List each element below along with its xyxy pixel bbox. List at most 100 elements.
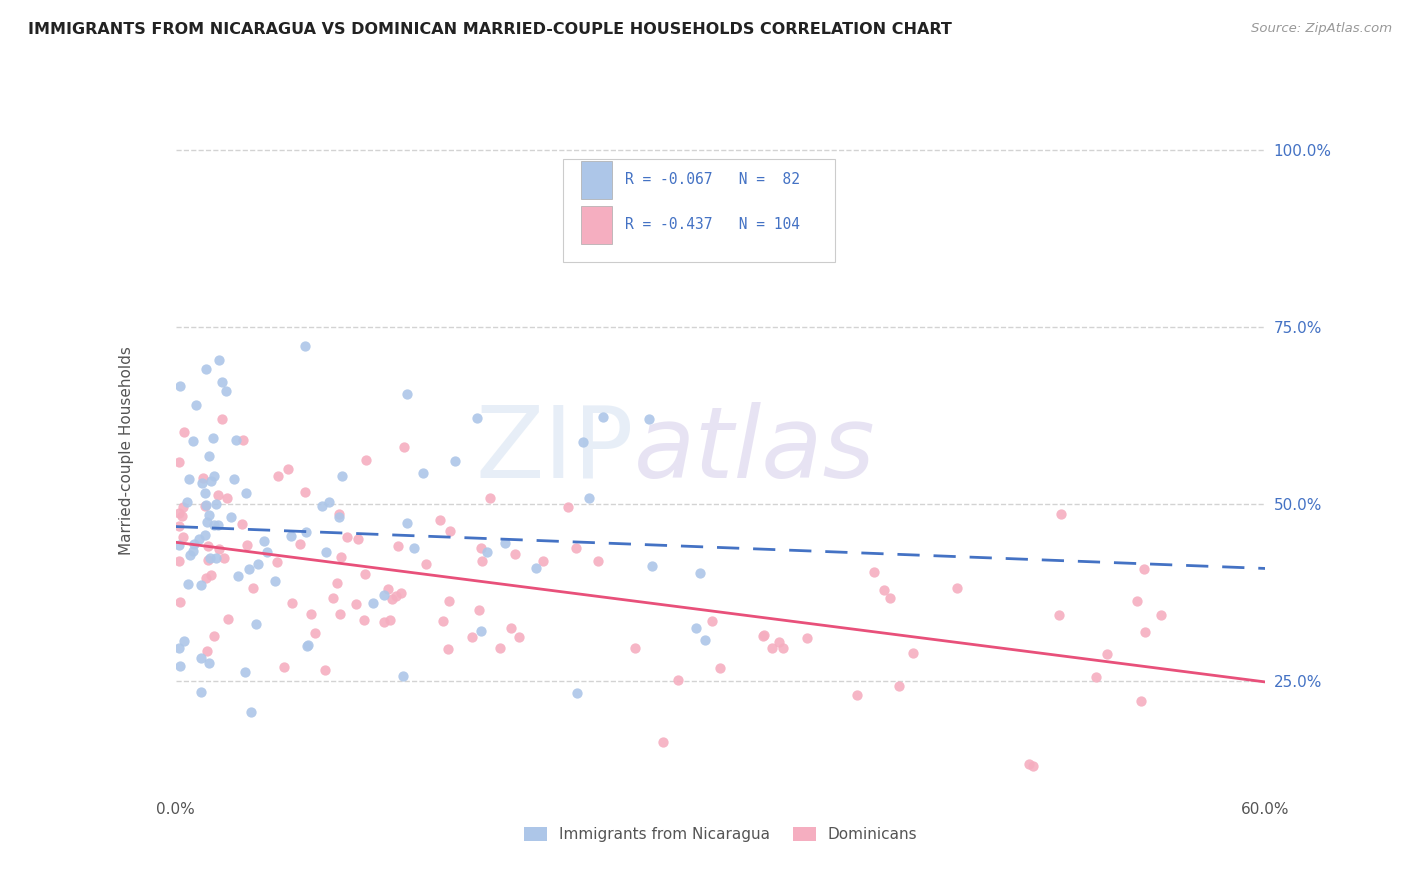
Point: [194, 500, 217, 514]
Point: [186, 398, 208, 412]
Point: [586, 554, 609, 568]
Legend: Immigrants from Nicaragua, Dominicans: Immigrants from Nicaragua, Dominicans: [517, 821, 924, 848]
Point: [207, 542, 229, 557]
Point: [301, 607, 323, 622]
Text: Source: ZipAtlas.com: Source: ZipAtlas.com: [1251, 22, 1392, 36]
Point: [336, 530, 359, 544]
Point: [326, 576, 349, 591]
Point: [637, 412, 659, 426]
Point: [557, 500, 579, 514]
Point: [179, 549, 201, 563]
Point: [202, 517, 225, 532]
Point: [190, 685, 212, 699]
Point: [1133, 562, 1156, 576]
Point: [211, 375, 233, 389]
Point: [207, 488, 229, 502]
Point: [217, 612, 239, 626]
Point: [768, 635, 790, 649]
Point: [623, 641, 645, 656]
Point: [190, 578, 212, 592]
Point: [212, 551, 235, 566]
Point: [201, 431, 224, 445]
Point: [503, 548, 526, 562]
Point: [863, 566, 886, 580]
Point: [402, 541, 425, 555]
Point: [253, 533, 276, 548]
Text: IMMIGRANTS FROM NICARAGUA VS DOMINICAN MARRIED-COUPLE HOUSEHOLDS CORRELATION CHA: IMMIGRANTS FROM NICARAGUA VS DOMINICAN M…: [28, 22, 952, 37]
Text: atlas: atlas: [633, 402, 875, 499]
Point: [169, 379, 191, 393]
Point: [444, 454, 467, 468]
Point: [437, 593, 460, 607]
Point: [197, 508, 219, 522]
Point: [1018, 757, 1040, 772]
Point: [373, 615, 395, 630]
Point: [387, 539, 409, 553]
Point: [195, 571, 218, 585]
Point: [314, 663, 336, 677]
Point: [311, 500, 333, 514]
Point: [641, 558, 664, 573]
Point: [354, 453, 377, 467]
Point: [202, 629, 225, 643]
Point: [709, 661, 731, 675]
Point: [247, 558, 270, 572]
Point: [172, 500, 194, 514]
Bar: [581, 161, 612, 199]
Point: [169, 519, 191, 533]
Point: [188, 532, 211, 546]
Point: [245, 617, 267, 632]
Point: [377, 582, 399, 596]
Point: [197, 553, 219, 567]
Point: [195, 498, 218, 512]
Point: [266, 555, 288, 569]
Point: [169, 640, 191, 655]
Point: [208, 353, 231, 368]
Point: [1133, 624, 1156, 639]
Point: [489, 641, 512, 656]
Point: [181, 434, 204, 449]
Point: [231, 434, 253, 448]
Point: [328, 509, 350, 524]
Point: [191, 476, 214, 491]
Point: [412, 466, 434, 480]
Point: [392, 669, 415, 683]
Point: [592, 410, 614, 425]
Point: [353, 614, 375, 628]
Point: [194, 486, 217, 500]
Point: [240, 705, 263, 719]
Point: [330, 469, 353, 483]
Point: [177, 472, 200, 486]
Point: [225, 434, 247, 448]
Point: [190, 651, 212, 665]
Bar: [581, 206, 612, 244]
Point: [205, 497, 228, 511]
Point: [295, 640, 318, 654]
Point: [200, 568, 222, 582]
Point: [652, 735, 675, 749]
Point: [173, 634, 195, 648]
Point: [267, 469, 290, 483]
Point: [231, 517, 253, 532]
Point: [429, 513, 451, 527]
Point: [700, 614, 723, 628]
Point: [219, 510, 242, 524]
Point: [198, 657, 221, 671]
Point: [666, 673, 689, 687]
Point: [501, 621, 523, 635]
Point: [169, 595, 191, 609]
Point: [183, 537, 205, 551]
Text: ZIP: ZIP: [475, 402, 633, 499]
Point: [191, 471, 214, 485]
Text: Married-couple Households: Married-couple Households: [120, 346, 134, 555]
Text: R = -0.437   N = 104: R = -0.437 N = 104: [624, 218, 800, 232]
Point: [1047, 608, 1070, 623]
Point: [183, 543, 205, 558]
Point: [754, 628, 776, 642]
Point: [294, 485, 316, 500]
Point: [415, 558, 437, 572]
Point: [256, 545, 278, 559]
Point: [389, 586, 412, 600]
Point: [169, 538, 191, 552]
Point: [889, 679, 911, 693]
